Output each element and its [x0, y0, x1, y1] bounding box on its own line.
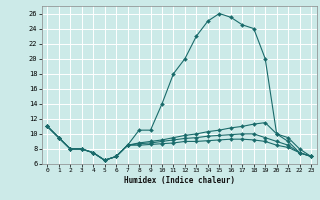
X-axis label: Humidex (Indice chaleur): Humidex (Indice chaleur) — [124, 176, 235, 185]
